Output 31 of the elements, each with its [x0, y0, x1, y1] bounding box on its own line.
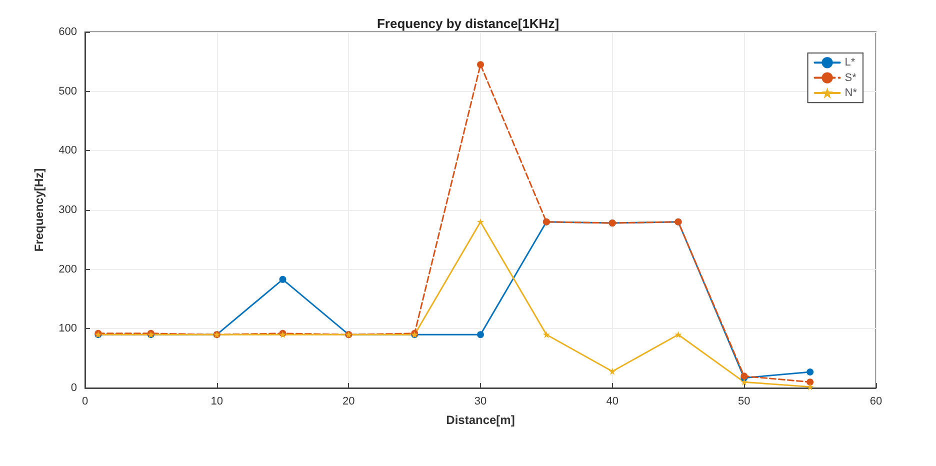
point — [477, 218, 484, 226]
x-tick-label: 20 — [342, 396, 355, 408]
y-tick-label: 300 — [58, 204, 77, 216]
x-tick-label: 50 — [738, 396, 750, 408]
x-tick-label: 0 — [82, 396, 88, 408]
legend-label: L* — [844, 56, 856, 69]
point — [740, 378, 748, 386]
x-tick-label: 60 — [870, 396, 882, 408]
legend-label: S* — [844, 72, 858, 84]
x-tick-label: 40 — [606, 396, 618, 408]
point — [674, 331, 682, 338]
x-axis-title: Distance[m] — [446, 413, 515, 427]
y-tick-label: 600 — [58, 26, 77, 38]
point — [806, 378, 814, 386]
y-tick-label: 0 — [70, 382, 77, 394]
point — [279, 276, 286, 283]
legend-label: N* — [844, 87, 858, 99]
x-tick-label: 30 — [474, 396, 487, 408]
y-tick-label: 500 — [58, 85, 77, 98]
point — [806, 383, 814, 390]
y-axis-title: Frequency[Hz] — [32, 168, 46, 252]
point — [806, 368, 814, 376]
point — [608, 368, 616, 375]
point — [477, 331, 484, 338]
point — [542, 331, 550, 338]
point — [477, 61, 484, 68]
x-tick-label: 10 — [210, 396, 223, 408]
y-tick-label: 100 — [58, 322, 77, 335]
y-tick-label: 200 — [58, 263, 77, 276]
y-tick-label: 400 — [58, 144, 77, 157]
chart-title: Frequency by distance[1KHz] — [376, 16, 560, 31]
